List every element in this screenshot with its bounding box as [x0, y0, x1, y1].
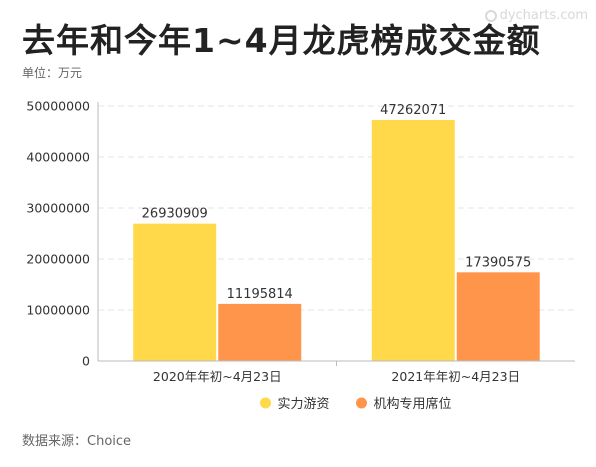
y-tick-label: 0	[82, 354, 90, 369]
bar	[218, 303, 302, 361]
chart-title: 去年和今年1~4月龙虎榜成交金额	[22, 21, 541, 60]
x-tick-label: 2021年年初~4月23日	[391, 369, 520, 384]
y-tick-label: 40000000	[26, 150, 90, 165]
legend-label: 实力游资	[278, 397, 330, 412]
data-label: 26930909	[142, 207, 208, 222]
bar	[133, 223, 217, 361]
y-tick-label: 10000000	[26, 303, 90, 318]
watermark-icon	[484, 10, 497, 22]
legend-marker	[260, 397, 271, 409]
legend-marker	[356, 397, 367, 409]
y-tick-label: 30000000	[26, 201, 90, 216]
data-label: 47262071	[380, 103, 446, 118]
y-tick-label: 50000000	[26, 99, 90, 114]
legend-label: 机构专用席位	[374, 396, 452, 412]
unit-label: 单位：万元	[22, 66, 83, 80]
bar	[371, 119, 455, 361]
data-source: 数据来源：Choice	[22, 434, 132, 449]
x-tick-label: 2020年年初~4月23日	[153, 369, 282, 384]
data-label: 17390575	[465, 255, 531, 270]
watermark: dycharts.com	[484, 8, 588, 23]
bar	[456, 272, 540, 361]
bar-chart: 0 10000000 20000000 30000000 40000000 5000000…	[26, 99, 575, 412]
watermark-text: dycharts.com	[499, 8, 588, 23]
data-label: 11195814	[227, 287, 293, 302]
y-tick-label: 20000000	[26, 252, 90, 267]
